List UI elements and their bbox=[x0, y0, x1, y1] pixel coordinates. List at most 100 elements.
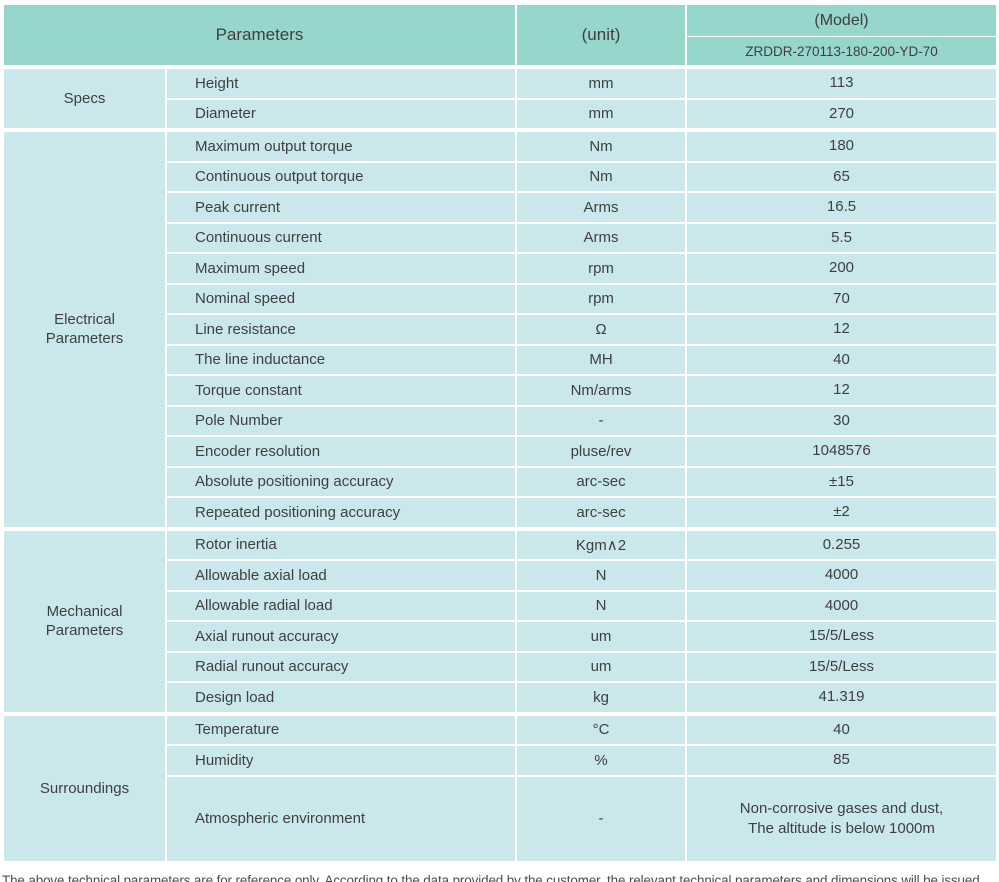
value-cell: 5.5 bbox=[685, 221, 998, 254]
value-cell: 40 bbox=[685, 711, 998, 746]
unit-cell: rpm bbox=[515, 282, 687, 315]
name-cell: Absolute positioning accuracy bbox=[165, 465, 517, 498]
unit-cell: Ω bbox=[515, 313, 687, 346]
table-row: Specs Height mm 113 bbox=[2, 65, 998, 131]
name-cell: Allowable radial load bbox=[165, 589, 517, 622]
name-cell: Diameter bbox=[165, 97, 517, 131]
value-cell: Non-corrosive gases and dust, The altitu… bbox=[685, 774, 998, 863]
category-cell: Specs bbox=[2, 65, 167, 131]
unit-cell: arc-sec bbox=[515, 496, 687, 530]
unit-cell: rpm bbox=[515, 252, 687, 285]
unit-cell: arc-sec bbox=[515, 465, 687, 498]
value-cell: 180 bbox=[685, 128, 998, 163]
table-row: Humidity% 85 bbox=[3, 744, 998, 777]
value-cell: 12 bbox=[685, 374, 998, 407]
table-row: The line inductance MH 40 bbox=[3, 343, 998, 376]
table-body: Specs Height mm 113 Diameter mm 270 Electrical … bbox=[2, 65, 998, 863]
value-cell: 270 bbox=[685, 97, 998, 131]
name-cell: Radial runout accuracy bbox=[165, 650, 517, 683]
value-cell: 70 bbox=[685, 282, 998, 315]
name-cell: The line inductance bbox=[165, 343, 517, 376]
table-row: Electrical Parameters Maximum output torq… bbox=[2, 128, 998, 530]
unit-cell: Kgm∧2 bbox=[515, 526, 687, 561]
value-cell: 15/5/Less bbox=[685, 620, 998, 653]
name-cell: Maximum speed bbox=[165, 252, 517, 285]
table-row: Atmospheric environment - Non-corrosive ga… bbox=[3, 774, 998, 863]
unit-cell: mm bbox=[515, 65, 687, 100]
unit-cell: - bbox=[515, 774, 687, 863]
spec-table: Parameters (unit) (Model) ZRDDR-270113-1… bbox=[2, 3, 998, 863]
value-cell: 15/5/Less bbox=[685, 650, 998, 683]
name-cell: Axial runout accuracy bbox=[165, 620, 517, 653]
value-cell: 4000 bbox=[685, 589, 998, 622]
unit-cell: - bbox=[515, 404, 687, 437]
header-row-1: Parameters (unit) (Model) bbox=[2, 3, 998, 68]
value-cell: 4000 bbox=[685, 559, 998, 592]
table-row: Maximum speed rpm 200 bbox=[3, 252, 998, 285]
name-cell: Pole Number bbox=[165, 404, 517, 437]
name-cell: Continuous output torque bbox=[165, 160, 517, 193]
name-cell: Allowable axial load bbox=[165, 559, 517, 592]
table-row: Line resistance Ω 12 bbox=[3, 313, 998, 346]
unit-cell: pluse/rev bbox=[515, 435, 687, 468]
table-row: Design load kg 41.319 bbox=[3, 681, 998, 715]
name-cell: Torque constant bbox=[165, 374, 517, 407]
parameters-header: Parameters bbox=[2, 3, 517, 68]
unit-cell: Arms bbox=[515, 221, 687, 254]
category-cell: Mechanical Parameters bbox=[2, 526, 167, 715]
value-cell: 65 bbox=[685, 160, 998, 193]
header-row-2: ZRDDR-270113-180-200-YD-70 bbox=[3, 36, 998, 69]
unit-cell: N bbox=[515, 559, 687, 592]
category-cell: Electrical Parameters bbox=[2, 128, 167, 530]
value-cell: 200 bbox=[685, 252, 998, 285]
name-cell: Design load bbox=[165, 681, 517, 715]
value-cell: 30 bbox=[685, 404, 998, 437]
table-row: Repeated positioning accuracy arc-sec ±2 bbox=[3, 496, 998, 530]
table-row: Torque constant Nm/arms 12 bbox=[3, 374, 998, 407]
table-row: Mechanical Parameters Rotor inertia Kgm∧2 0… bbox=[2, 526, 998, 715]
name-cell: Rotor inertia bbox=[165, 526, 517, 561]
model-code: ZRDDR-270113-180-200-YD-70 bbox=[685, 36, 998, 69]
table-row: Continuous output torque Nm 65 bbox=[3, 160, 998, 193]
unit-cell: °C bbox=[515, 711, 687, 746]
name-cell: Encoder resolution bbox=[165, 435, 517, 468]
category-cell: Surroundings bbox=[2, 711, 167, 863]
table-row: Pole Number -30 bbox=[3, 404, 998, 437]
unit-cell: N bbox=[515, 589, 687, 622]
value-cell: 85 bbox=[685, 744, 998, 777]
unit-cell: Arms bbox=[515, 191, 687, 224]
name-cell: Line resistance bbox=[165, 313, 517, 346]
table-row: Encoder resolution pluse/rev 1048576 bbox=[3, 435, 998, 468]
unit-cell: MH bbox=[515, 343, 687, 376]
unit-header: (unit) bbox=[515, 3, 687, 68]
name-cell: Height bbox=[165, 65, 517, 100]
value-cell: 16.5 bbox=[685, 191, 998, 224]
name-cell: Peak current bbox=[165, 191, 517, 224]
unit-cell: Nm/arms bbox=[515, 374, 687, 407]
table-header: Parameters (unit) (Model) ZRDDR-270113-1… bbox=[2, 3, 998, 69]
name-cell: Maximum output torque bbox=[165, 128, 517, 163]
value-cell: ±2 bbox=[685, 496, 998, 530]
model-header: (Model) bbox=[685, 3, 998, 38]
value-cell: 41.319 bbox=[685, 681, 998, 715]
unit-cell: kg bbox=[515, 681, 687, 715]
table-row: Absolute positioning accuracy arc-sec ±15 bbox=[3, 465, 998, 498]
unit-cell: % bbox=[515, 744, 687, 777]
name-cell: Nominal speed bbox=[165, 282, 517, 315]
value-cell: 40 bbox=[685, 343, 998, 376]
table-row: Continuous current Arms 5.5 bbox=[3, 221, 998, 254]
name-cell: Temperature bbox=[165, 711, 517, 746]
value-cell: 12 bbox=[685, 313, 998, 346]
table-row: Radial runout accuracy um 15/5/Less bbox=[3, 650, 998, 683]
unit-cell: Nm bbox=[515, 128, 687, 163]
value-cell: 113 bbox=[685, 65, 998, 100]
name-cell: Continuous current bbox=[165, 221, 517, 254]
value-cell: ±15 bbox=[685, 465, 998, 498]
unit-cell: um bbox=[515, 650, 687, 683]
footer-note: The above technical parameters are for r… bbox=[2, 872, 984, 882]
name-cell: Humidity bbox=[165, 744, 517, 777]
name-cell: Atmospheric environment bbox=[165, 774, 517, 863]
unit-cell: Nm bbox=[515, 160, 687, 193]
unit-cell: um bbox=[515, 620, 687, 653]
